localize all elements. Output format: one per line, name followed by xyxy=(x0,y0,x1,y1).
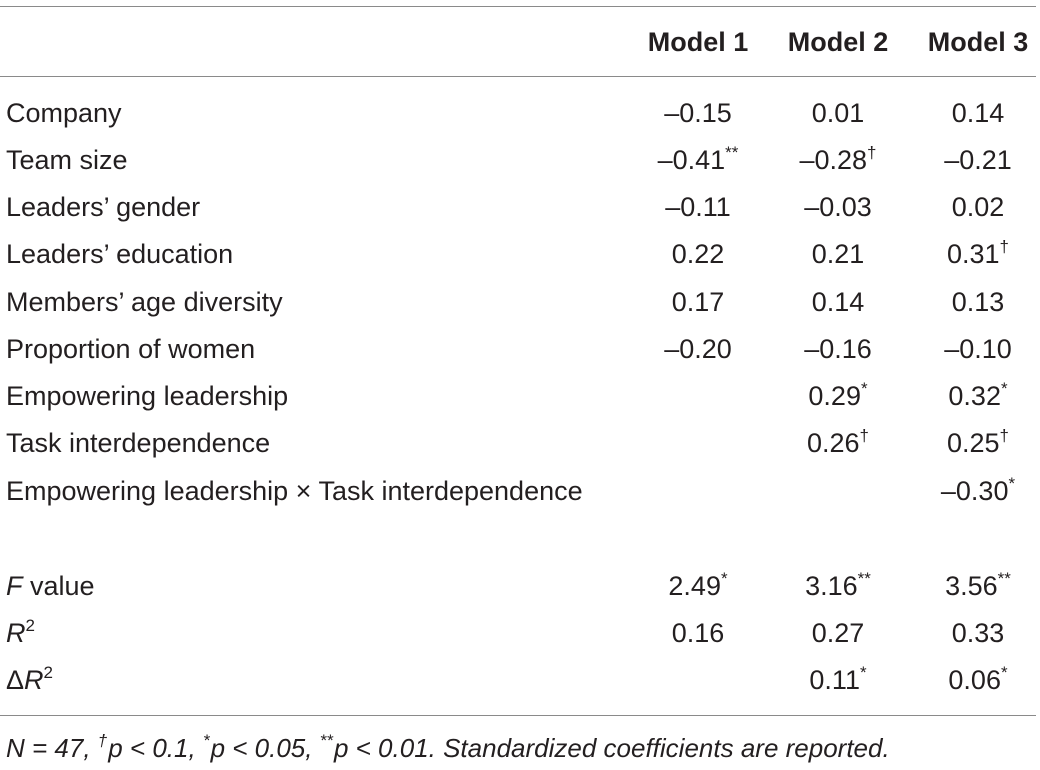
cell-model-2: 3.16** xyxy=(805,569,871,601)
cell-model-3: 0.33 xyxy=(951,618,1005,648)
cell-model-2: 0.01 xyxy=(811,98,865,128)
cell-model-3: 0.25† xyxy=(946,426,1010,458)
row-label: Company xyxy=(6,98,122,128)
row-label-f-value: F value xyxy=(6,571,95,601)
row-label: Leaders’ education xyxy=(6,239,234,269)
table-top-rule xyxy=(0,6,1036,7)
cell-model-3: 0.14 xyxy=(951,98,1005,128)
row-label: Empowering leadership xyxy=(6,381,289,411)
cell-model-3: 3.56** xyxy=(945,569,1011,601)
cell-model-3: 0.06* xyxy=(948,663,1008,695)
row-label: Members’ age diversity xyxy=(6,287,283,317)
cell-model-2: 0.26† xyxy=(806,426,870,458)
cell-model-2: –0.03 xyxy=(804,192,872,222)
table-footnote: N = 47, †p < 0.1, *p < 0.05, **p < 0.01.… xyxy=(6,731,890,763)
cell-model-3: 0.32* xyxy=(948,379,1008,411)
cell-model-2: 0.21 xyxy=(811,239,865,269)
cell-model-3: –0.10 xyxy=(944,334,1012,364)
row-label: Team size xyxy=(6,145,128,175)
row-label-r-squared: R2 xyxy=(6,616,35,648)
header-model-2: Model 2 xyxy=(787,27,889,57)
cell-model-1: –0.41** xyxy=(657,143,739,175)
row-label: Leaders’ gender xyxy=(6,192,201,222)
cell-model-3: –0.21 xyxy=(944,145,1012,175)
cell-model-1: 0.22 xyxy=(671,239,725,269)
cell-model-3: –0.30* xyxy=(940,474,1016,506)
cell-model-1: 0.16 xyxy=(671,618,725,648)
cell-model-3: 0.02 xyxy=(951,192,1005,222)
cell-model-3: 0.31† xyxy=(946,237,1010,269)
header-model-1: Model 1 xyxy=(647,27,749,57)
cell-model-2: 0.11* xyxy=(809,663,867,695)
row-label: Proportion of women xyxy=(6,334,256,364)
header-model-3: Model 3 xyxy=(927,27,1029,57)
cell-model-2: 0.14 xyxy=(811,287,865,317)
cell-model-1: –0.20 xyxy=(664,334,732,364)
cell-model-1: 2.49* xyxy=(668,569,728,601)
cell-model-1: –0.15 xyxy=(664,98,732,128)
cell-model-2: 0.29* xyxy=(808,379,868,411)
cell-model-3: 0.13 xyxy=(951,287,1005,317)
cell-model-1: –0.11 xyxy=(665,192,731,222)
header-rule xyxy=(0,76,1036,77)
row-label-delta-r-squared: ΔR2 xyxy=(6,663,54,695)
cell-model-2: –0.16 xyxy=(804,334,872,364)
cell-model-2: –0.28† xyxy=(799,143,877,175)
row-label: Empowering leadership × Task interdepend… xyxy=(6,476,583,506)
cell-model-1: 0.17 xyxy=(671,287,725,317)
table-bottom-rule xyxy=(0,715,1036,716)
row-label: Task interdependence xyxy=(6,428,271,458)
cell-model-2: 0.27 xyxy=(811,618,865,648)
